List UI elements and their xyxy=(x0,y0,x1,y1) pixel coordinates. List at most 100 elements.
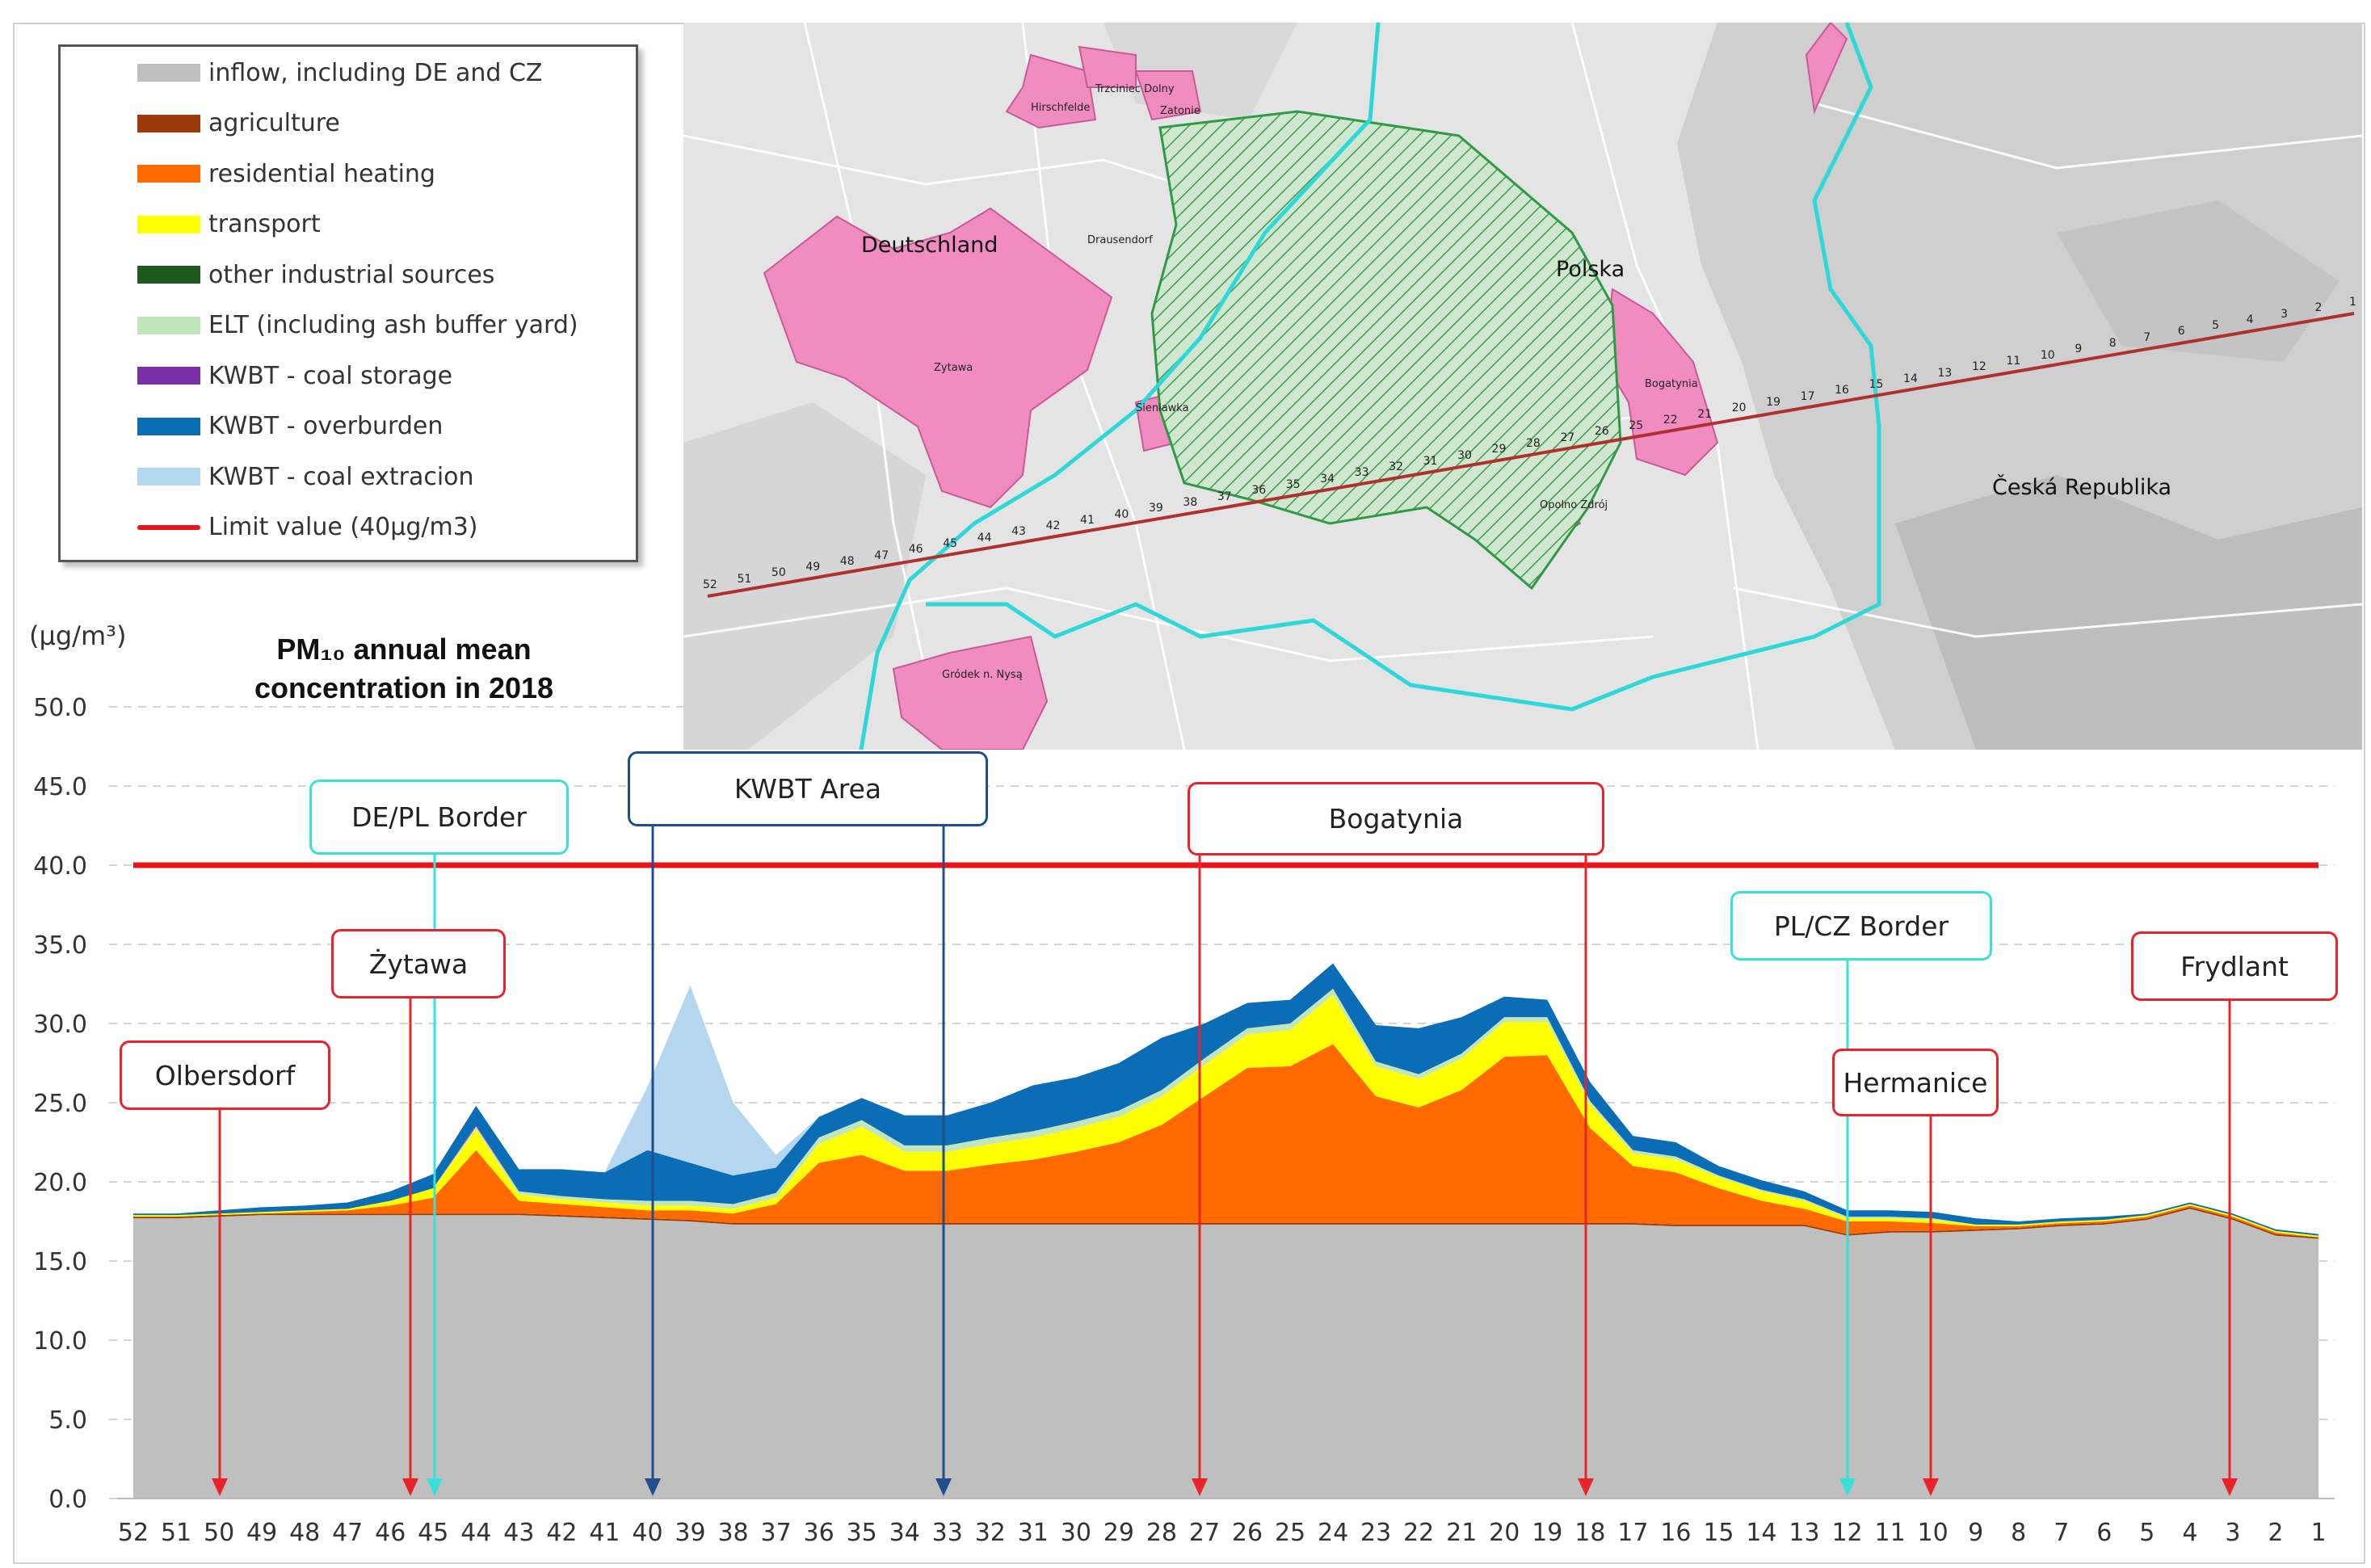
x-tick-label: 36 xyxy=(804,1519,834,1547)
callout-arrowhead xyxy=(1923,1478,1939,1496)
transect-point-label: 27 xyxy=(1560,431,1575,444)
y-tick-label: 35.0 xyxy=(33,931,87,960)
transect-point-label: 36 xyxy=(1251,484,1267,498)
transect-point-label: 6 xyxy=(2177,325,2185,338)
x-tick-label: 45 xyxy=(418,1519,448,1547)
legend-item: residential heating xyxy=(137,158,435,190)
y-tick-label: 15.0 xyxy=(33,1248,87,1276)
transect-point-label: 30 xyxy=(1457,448,1472,462)
legend-label: Limit value (40µg/m3) xyxy=(208,513,478,541)
area-series-inflow-including-de-and-cz xyxy=(133,1209,2318,1499)
map-town: Sieniawka xyxy=(1136,402,1189,414)
transect-point-label: 5 xyxy=(2212,319,2220,333)
zytawa-area xyxy=(763,207,1113,509)
x-tick-label: 47 xyxy=(332,1519,363,1547)
legend-item: agriculture xyxy=(137,107,340,140)
x-tick-label: 29 xyxy=(1104,1519,1134,1547)
transect-point-label: 11 xyxy=(2006,354,2021,368)
callout-arrows xyxy=(212,822,2238,1496)
map-town: Zatonie xyxy=(1160,105,1200,117)
legend-item: other industrial sources xyxy=(137,259,494,291)
legend-swatch xyxy=(137,165,200,183)
legend-item: transport xyxy=(137,208,321,241)
x-tick-label: 19 xyxy=(1532,1519,1562,1547)
x-tick-label: 7 xyxy=(2054,1519,2069,1547)
transect-point-label: 29 xyxy=(1491,443,1507,456)
transect-point-label: 40 xyxy=(1114,507,1129,521)
x-tick-label: 24 xyxy=(1318,1519,1348,1547)
y-tick-label: 30.0 xyxy=(33,1011,87,1039)
transect-point-label: 16 xyxy=(1835,384,1849,397)
x-tick-label: 28 xyxy=(1146,1519,1177,1547)
legend-swatch xyxy=(137,64,200,82)
x-tick-label: 38 xyxy=(717,1519,748,1547)
x-tick-label: 22 xyxy=(1403,1519,1434,1547)
x-tick-label: 14 xyxy=(1746,1519,1776,1547)
transect-point-label: 39 xyxy=(1148,502,1163,515)
legend-swatch xyxy=(137,266,200,284)
transect-point-label: 37 xyxy=(1217,490,1232,503)
transect-point-label: 32 xyxy=(1389,460,1403,474)
transect-point-label: 41 xyxy=(1080,513,1095,527)
de-pl-border-line xyxy=(859,23,1381,750)
transect-point-label: 14 xyxy=(1903,372,1918,385)
area-series-kwbt-overburden xyxy=(133,963,2318,1236)
x-tick-label: 40 xyxy=(632,1519,662,1547)
area-series-kwbt-coal-extracion xyxy=(133,963,2318,1234)
chart-title-line1: PM₁₀ annual mean xyxy=(276,633,532,666)
x-tick-label: 15 xyxy=(1703,1519,1734,1547)
x-tick-label: 35 xyxy=(847,1519,877,1547)
x-axis: 52 51 50 49 48 47 46 45 44 43 42 41 40 39 38 37 36 35 34 33… xyxy=(117,1498,2335,1547)
x-tick-label: 46 xyxy=(375,1519,406,1547)
x-tick-label: 5 xyxy=(2139,1519,2154,1547)
x-tick-label: 4 xyxy=(2182,1519,2197,1547)
x-tick-label: 13 xyxy=(1789,1519,1819,1547)
callout-arrowhead xyxy=(1578,1478,1594,1496)
callout-arrowhead xyxy=(402,1478,418,1496)
legend-swatch xyxy=(137,367,200,385)
y-tick-label: 25.0 xyxy=(33,1090,87,1118)
callout-arrowhead xyxy=(1192,1478,1208,1496)
transect-point-label: 44 xyxy=(977,531,992,544)
y-axis: 0.0 5.0 10.0 15.0 20.0 25.0 30.0 35.0 40.0 45.0 50… xyxy=(33,694,87,1514)
y-tick-label: 45.0 xyxy=(33,773,87,801)
x-tick-label: 18 xyxy=(1574,1519,1605,1547)
chart-title: PM₁₀ annual mean concentration in 2018 xyxy=(226,630,582,708)
legend-label: residential heating xyxy=(208,159,435,188)
legend-item: KWBT - coal extracion xyxy=(137,460,474,493)
x-tick-label: 26 xyxy=(1232,1519,1263,1547)
map-panel: Deutschland Polska Česká Republika Zytaw… xyxy=(683,23,2362,750)
callout-pl-cz-border: PL/CZ Border xyxy=(1730,891,1992,961)
callout-bogatynia: Bogatynia xyxy=(1188,782,1604,855)
transect-point-label: 43 xyxy=(1011,525,1026,539)
x-tick-label: 50 xyxy=(204,1519,234,1547)
pl-cz-border-line xyxy=(926,23,1881,712)
x-tick-label: 39 xyxy=(675,1519,705,1547)
legend-swatch xyxy=(137,114,200,132)
legend-item: inflow, including DE and CZ xyxy=(137,57,542,89)
x-tick-label: 2 xyxy=(2268,1519,2283,1547)
legend: inflow, including DE and CZ agriculture re… xyxy=(58,44,638,562)
transect-point-label: 25 xyxy=(1629,419,1644,433)
x-tick-label: 30 xyxy=(1061,1519,1091,1547)
transect-point-label: 3 xyxy=(2281,307,2288,321)
transect-point-label: 51 xyxy=(737,572,752,586)
map-town: Drausendorf xyxy=(1087,234,1153,246)
x-tick-label: 16 xyxy=(1660,1519,1691,1547)
callout-arrowhead xyxy=(1839,1478,1856,1496)
legend-swatch xyxy=(137,316,200,334)
transect-point-label: 34 xyxy=(1320,472,1335,486)
map-town: Bogatynia xyxy=(1645,378,1698,390)
legend-item: KWBT - coal storage xyxy=(137,359,452,392)
x-tick-label: 1 xyxy=(2310,1519,2326,1547)
callout-kwbt-area: KWBT Area xyxy=(628,751,988,826)
x-tick-label: 33 xyxy=(932,1519,963,1547)
x-tick-label: 21 xyxy=(1446,1519,1477,1547)
legend-item: Limit value (40µg/m3) xyxy=(137,511,478,544)
callout-hermanice: Hermanice xyxy=(1832,1049,1999,1116)
x-tick-label: 6 xyxy=(2096,1519,2112,1547)
transect-line xyxy=(707,312,2355,598)
x-tick-label: 52 xyxy=(118,1519,149,1547)
callout-olbersdorf: Olbersdorf xyxy=(120,1040,330,1110)
transect-point-label: 49 xyxy=(805,561,821,574)
